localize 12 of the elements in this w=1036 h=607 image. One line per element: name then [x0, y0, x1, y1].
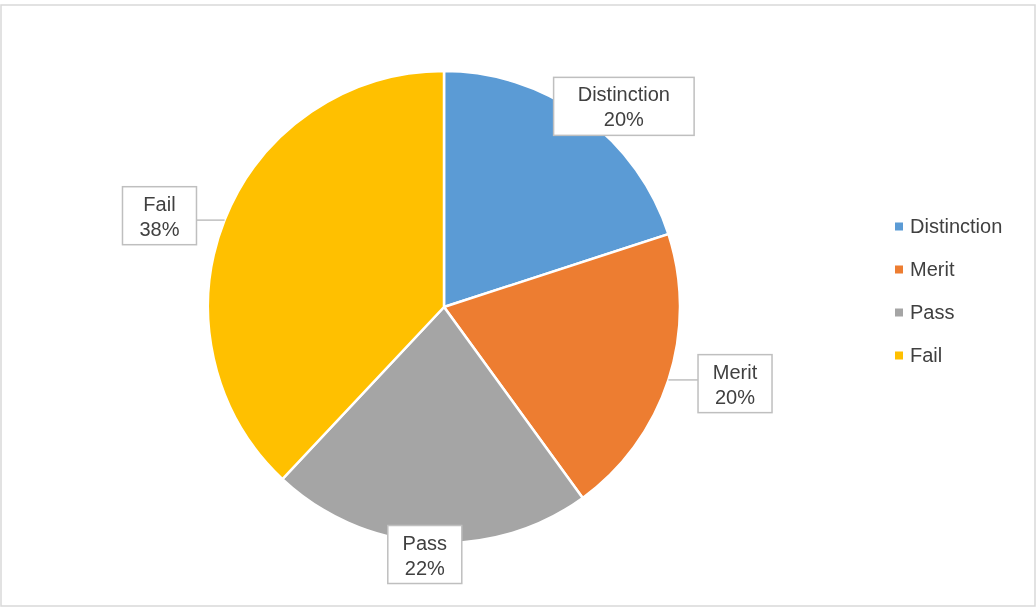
data-label: 22% [404, 556, 446, 579]
slice-label: Pass [402, 531, 448, 554]
legend-label: Pass [910, 300, 955, 323]
slice-label: Distinction [577, 83, 670, 106]
legend-label: Fail [910, 343, 943, 366]
data-label: 38% [139, 217, 180, 240]
slice-label: Fail [143, 192, 176, 215]
legend-label: Distinction [910, 214, 1003, 237]
slice-label: Merit [712, 360, 758, 383]
data-label: 20% [603, 108, 645, 131]
legend-label: Merit [910, 257, 955, 280]
data-label: 20% [715, 385, 756, 408]
